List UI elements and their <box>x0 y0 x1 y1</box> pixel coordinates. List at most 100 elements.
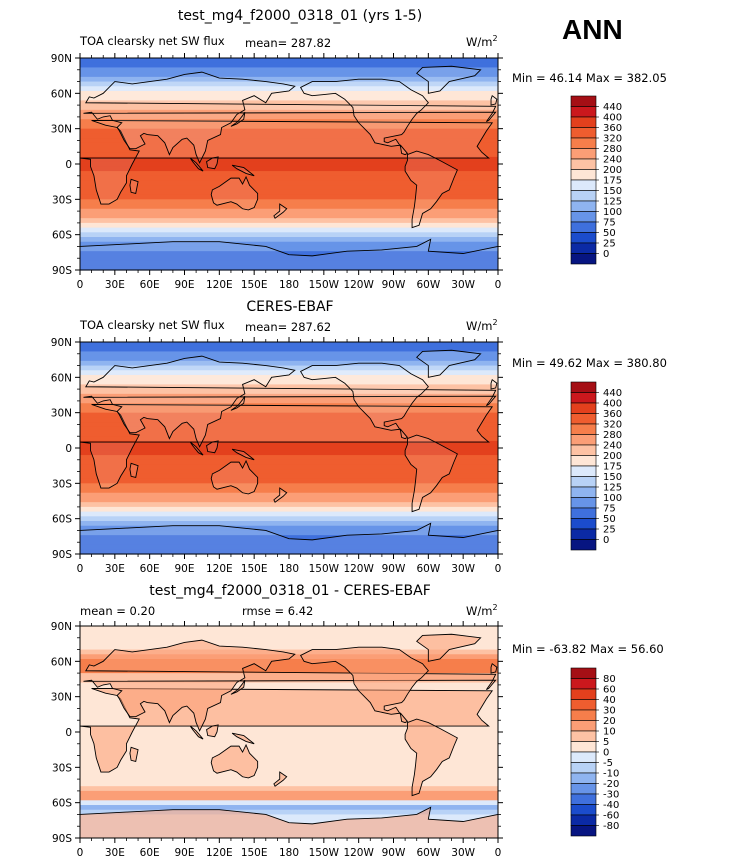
colorbar-swatch <box>570 539 597 551</box>
lat-band <box>80 814 498 820</box>
lon-tick-label: 30W <box>451 847 475 859</box>
colorbar-swatch <box>570 720 597 732</box>
lat-band <box>80 86 498 92</box>
continent-outline <box>299 646 429 724</box>
coastlines <box>79 633 499 839</box>
colorbar-label: 125 <box>603 197 622 208</box>
lat-band <box>80 626 498 632</box>
lat-band <box>80 663 498 669</box>
lat-tick-label: 60N <box>51 656 72 668</box>
lat-band <box>80 459 498 466</box>
lat-band <box>80 166 498 172</box>
colorbar-label: 25 <box>603 525 616 536</box>
lon-tick-label: 60W <box>416 563 440 572</box>
lat-band <box>80 147 498 153</box>
lat-band <box>80 455 498 461</box>
lat-band <box>80 739 498 745</box>
colorbar-label: -10 <box>603 769 619 780</box>
lat-band <box>80 379 498 385</box>
lat-band <box>80 649 498 655</box>
panel-title: CERES-EBAF <box>246 299 334 315</box>
colorbar-swatch <box>570 455 597 467</box>
lat-tick-label: 60N <box>51 372 72 384</box>
lat-band <box>80 445 498 451</box>
lat-band <box>80 753 498 759</box>
lat-band <box>80 237 498 243</box>
lat-band <box>80 762 498 768</box>
colorbar-label: 20 <box>603 716 616 727</box>
lat-band <box>80 58 498 64</box>
continent-outline <box>273 771 288 787</box>
colorbar-label: 125 <box>603 483 622 494</box>
lat-band <box>80 105 498 111</box>
colorbar-swatch <box>570 667 597 679</box>
lat-band <box>80 62 498 69</box>
lat-band <box>80 208 498 215</box>
lon-tick-label: 30E <box>105 563 125 572</box>
colorbar-swatch <box>570 688 597 700</box>
lat-band <box>80 539 498 546</box>
lat-band <box>80 138 498 144</box>
lat-band <box>80 133 498 139</box>
lat-band <box>80 682 498 688</box>
colorbar-swatch <box>570 95 597 107</box>
continent-outline <box>404 434 458 513</box>
colorbar-swatch <box>570 507 597 519</box>
colorbar-swatch <box>570 127 597 139</box>
lon-tick-label: 0 <box>77 847 84 859</box>
colorbar-label: 400 <box>603 113 622 124</box>
lon-tick-label: 90E <box>175 563 195 572</box>
continent-outline <box>79 687 494 773</box>
continent-outline <box>210 175 259 211</box>
colorbar-swatch <box>570 169 597 181</box>
lat-band <box>80 786 498 792</box>
continent-outline <box>404 150 458 229</box>
lat-band <box>80 772 498 778</box>
lat-band <box>80 790 498 797</box>
panel-title: test_mg4_f2000_0318_01 (yrs 1-5) <box>177 8 423 24</box>
lat-band <box>80 422 498 428</box>
lat-tick-label: 90N <box>51 53 72 65</box>
colorbar-label: 320 <box>603 420 622 431</box>
lat-tick-label: 30N <box>51 692 72 704</box>
lat-band <box>80 185 498 191</box>
continent-outline <box>129 178 139 194</box>
colorbar-swatch <box>570 762 597 774</box>
colorbar-swatch <box>570 253 597 265</box>
colorbar-swatch <box>570 518 597 530</box>
lat-band <box>80 246 498 252</box>
lat-band <box>80 506 498 513</box>
continent-outline <box>416 349 482 378</box>
colorbar-swatch <box>570 804 597 816</box>
lat-band <box>80 180 498 186</box>
lat-band <box>80 222 498 229</box>
lat-band <box>80 342 498 348</box>
map-panel-1: 90N 60N 30N 0 30S 60S 90S 0 30E 60E 90E 120E 150E 180… <box>51 53 503 288</box>
continent-outline <box>231 448 255 461</box>
colorbar-label: 440 <box>603 388 622 399</box>
lat-band <box>80 734 498 740</box>
lat-tick-label: 0 <box>65 159 72 171</box>
continent-outline <box>299 78 429 156</box>
continent-outline <box>83 639 497 732</box>
lat-band <box>80 805 498 811</box>
lat-band <box>80 123 498 130</box>
colorbar-swatch <box>570 381 597 393</box>
lon-tick-label: 60W <box>416 847 440 859</box>
lat-band <box>80 488 498 494</box>
lat-band <box>80 241 498 248</box>
continent-outline <box>416 65 482 94</box>
lat-band <box>80 492 498 499</box>
colorbar-label: 280 <box>603 144 622 155</box>
continent-outline <box>189 441 204 456</box>
lon-tick-label: 180 <box>279 563 299 572</box>
continent-outline <box>273 487 288 503</box>
lat-band <box>80 776 498 783</box>
colorbar-swatch <box>570 497 597 509</box>
continent-outline <box>490 94 498 106</box>
continent-outline <box>206 156 219 170</box>
lat-band <box>80 351 498 357</box>
lat-tick-label: 30S <box>52 478 72 490</box>
colorbar-label: 280 <box>603 430 622 441</box>
